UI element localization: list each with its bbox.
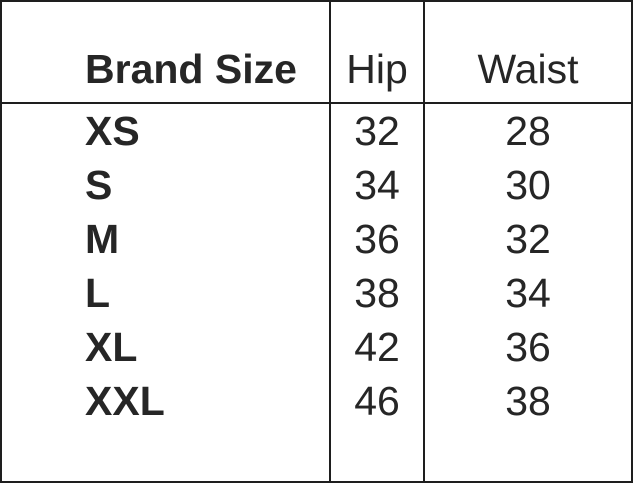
row-xxl-size: XXL [2, 374, 331, 428]
table-bottom-filler-right [425, 428, 631, 481]
row-xl-waist: 36 [505, 323, 551, 370]
row-l-size: L [2, 266, 331, 320]
header-waist: Waist [425, 2, 631, 104]
table-bottom-filler-middle [331, 428, 425, 481]
row-xs-waist: 28 [505, 107, 551, 154]
row-s-hip: 34 [331, 158, 425, 212]
row-xxl-waist: 38 [505, 377, 551, 424]
row-s-size: S [2, 158, 331, 212]
row-l-hip: 38 [331, 266, 425, 320]
header-hip: Hip [331, 2, 425, 104]
row-m-size: M [2, 212, 331, 266]
row-l-waist: 34 [505, 269, 551, 316]
row-xxl-hip: 46 [331, 374, 425, 428]
table-bottom-filler-left [2, 428, 331, 481]
row-s-waist: 30 [505, 161, 551, 208]
row-xs-hip: 32 [331, 104, 425, 158]
row-xl-hip: 42 [331, 320, 425, 374]
header-brand-size: Brand Size [2, 2, 331, 104]
row-m-waist: 32 [505, 215, 551, 262]
row-m-hip: 36 [331, 212, 425, 266]
row-xl-size: XL [2, 320, 331, 374]
row-xs-size: XS [2, 104, 331, 158]
